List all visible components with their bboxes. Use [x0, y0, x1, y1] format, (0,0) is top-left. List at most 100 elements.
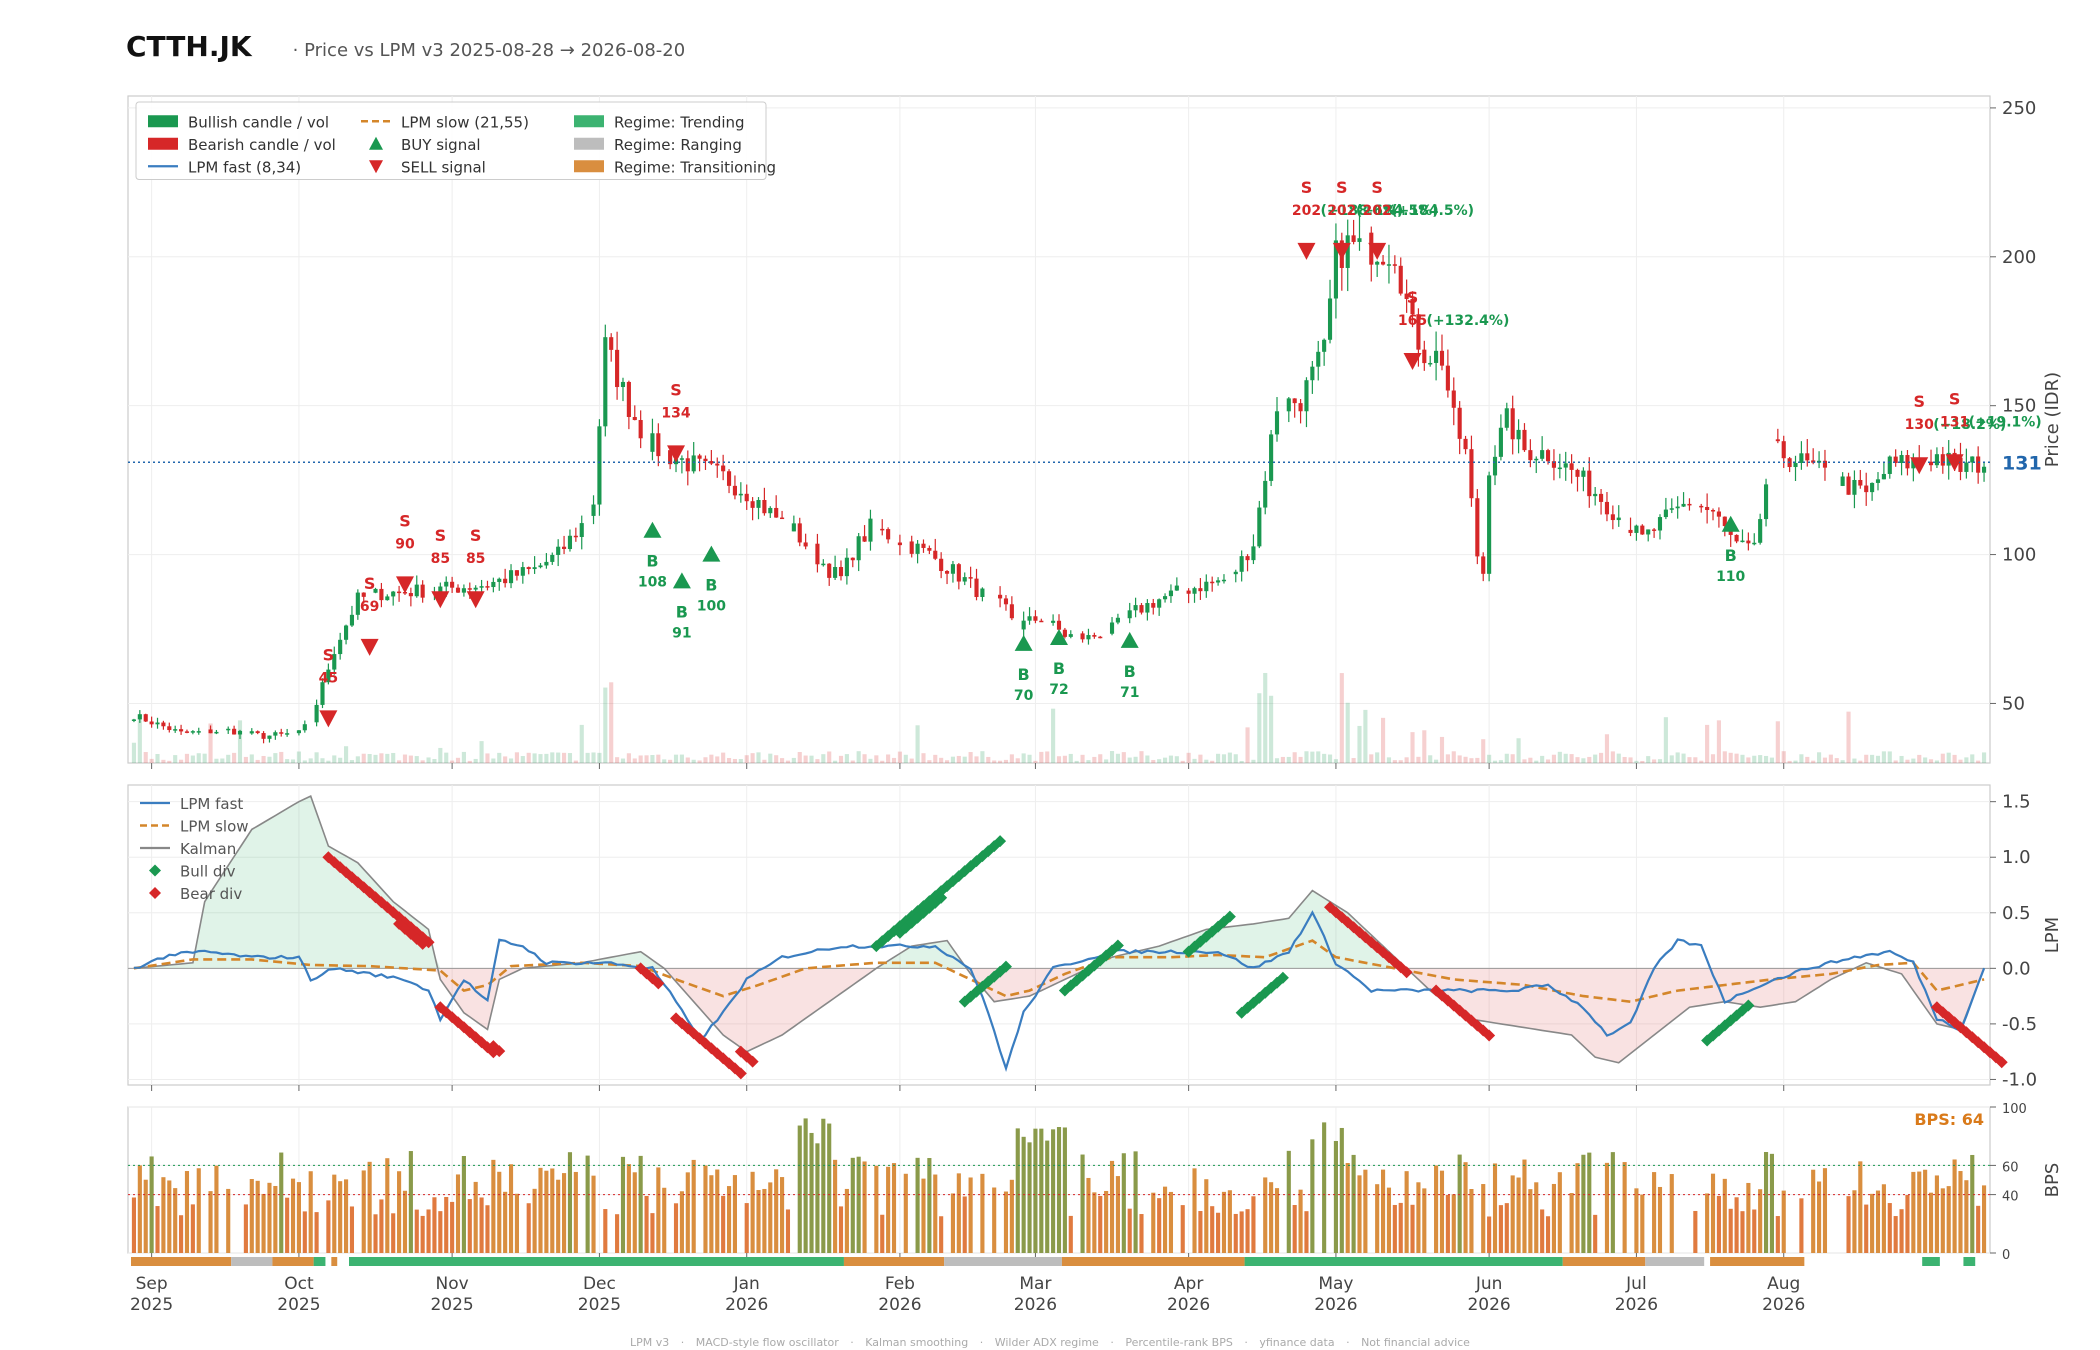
bps-axis-label: BPS — [2042, 1163, 2063, 1198]
volume-bar — [1015, 758, 1020, 763]
kalman-negative-fill — [133, 968, 1985, 1063]
candle-body — [573, 535, 578, 538]
divergence-marker — [734, 1067, 747, 1080]
candle-body — [520, 567, 525, 576]
volume-bar — [179, 759, 184, 763]
bps-bar — [455, 1174, 461, 1253]
candle-body — [467, 588, 472, 590]
candle-body — [1669, 508, 1674, 510]
bps-bar — [1510, 1175, 1515, 1253]
bps-bar — [1481, 1184, 1486, 1253]
sell-signal-value: 131 — [1940, 414, 1969, 430]
bps-bar — [1911, 1171, 1916, 1253]
candle — [1092, 632, 1097, 639]
x-tick-year: 2026 — [1467, 1295, 1510, 1315]
bps-bar — [703, 1165, 708, 1253]
volume-bar — [626, 753, 631, 763]
sell-signal-label: S — [399, 511, 411, 530]
divergence-marker — [670, 1012, 683, 1025]
candle — [1263, 471, 1268, 515]
volume-bar — [1162, 757, 1168, 763]
volume-bar — [685, 757, 690, 763]
bps-bar — [243, 1204, 248, 1253]
volume-bar — [473, 758, 478, 763]
bps-bar — [1404, 1171, 1409, 1253]
candle-body — [821, 563, 826, 566]
sell-signal-pct: (+184.5%) — [1391, 203, 1474, 219]
candle — [1610, 505, 1615, 530]
candle-body — [1310, 366, 1315, 381]
bps-bar — [1221, 1191, 1227, 1253]
candle — [1752, 533, 1757, 546]
candle-body — [1151, 603, 1156, 608]
candle-body — [791, 523, 796, 532]
volume-bar — [1233, 754, 1238, 763]
candle — [909, 535, 914, 558]
volume-bar — [609, 682, 614, 763]
divergence-marker — [746, 1055, 759, 1068]
candle-body — [1840, 476, 1845, 486]
volume-bar — [944, 760, 950, 763]
bps-bar — [1015, 1128, 1020, 1253]
volume-bar — [1976, 760, 1981, 763]
candle — [532, 556, 537, 574]
price-legend: Bullish candle / vol Bearish candle / vol… — [135, 101, 776, 180]
bps-bar — [715, 1169, 720, 1253]
bps-bar — [750, 1171, 755, 1253]
regime-segment — [231, 1257, 273, 1266]
bps-bar — [1634, 1188, 1639, 1253]
volume-bar — [1516, 738, 1521, 763]
volume-bar — [650, 754, 655, 763]
bps-bar — [844, 1188, 849, 1253]
volume-bar — [715, 756, 720, 763]
legend-item: LPM fast (8,34) — [148, 158, 301, 176]
candle-body — [609, 337, 614, 350]
bps-bar — [332, 1174, 337, 1253]
candle-body — [237, 730, 243, 735]
bps-bar — [1551, 1183, 1556, 1253]
volume-bar — [1705, 724, 1710, 763]
bps-bar — [615, 1214, 620, 1253]
regime-strip — [131, 1257, 1976, 1266]
volume-bar — [491, 758, 496, 763]
candle-body — [1604, 501, 1610, 515]
bps-bar — [1970, 1154, 1975, 1253]
bps-bar — [915, 1157, 920, 1253]
candle — [1569, 454, 1574, 484]
volume-bar — [1045, 751, 1050, 763]
candle — [1428, 355, 1433, 367]
volume-bar — [1021, 753, 1026, 763]
legend-item: Regime: Trending — [574, 113, 745, 131]
candle — [620, 377, 626, 402]
bps-bar — [190, 1204, 195, 1253]
candle — [1563, 451, 1568, 481]
candle — [562, 535, 567, 555]
x-tick-year: 2025 — [277, 1295, 320, 1315]
candle — [715, 457, 720, 478]
bps-bar — [1439, 1170, 1445, 1253]
candle — [803, 533, 808, 550]
sell-triangle — [1332, 242, 1351, 260]
candle — [1151, 598, 1156, 615]
candle-body — [939, 558, 944, 572]
legend-label: SELL signal — [401, 158, 486, 176]
volume-bar — [1616, 753, 1621, 763]
bps-bar — [1498, 1205, 1503, 1253]
candle-body — [1398, 265, 1403, 294]
lpm-fast-line — [133, 910, 1986, 1072]
volume-bar — [1351, 758, 1356, 763]
candle — [1469, 435, 1474, 507]
bps-bar — [556, 1179, 561, 1253]
sell-signal-label: S — [435, 526, 447, 545]
candle — [237, 729, 243, 739]
volume-bar — [1410, 732, 1415, 763]
candle — [1870, 482, 1875, 501]
candle — [1858, 469, 1863, 489]
candle-body — [1451, 390, 1456, 408]
candle — [1510, 395, 1515, 455]
volume-bar — [1292, 752, 1297, 763]
candle-body — [391, 591, 396, 597]
candle — [726, 469, 732, 494]
bps-bar — [1080, 1154, 1085, 1253]
